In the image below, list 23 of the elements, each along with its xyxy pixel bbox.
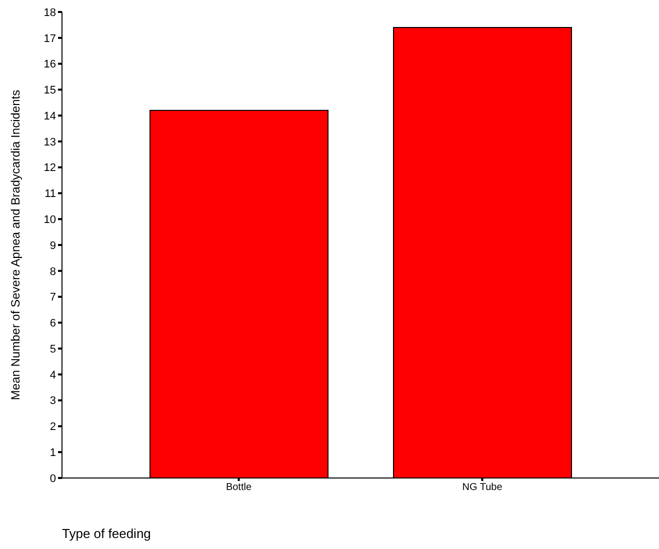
y-tick-label: 17 bbox=[44, 32, 56, 45]
y-tick-label: 2 bbox=[50, 421, 56, 434]
y-tick-label: 5 bbox=[50, 343, 56, 356]
x-tick-label: NG Tube bbox=[462, 482, 503, 494]
y-tick-label: 13 bbox=[44, 136, 56, 148]
y-tick-label: 11 bbox=[44, 188, 56, 200]
x-tick-label: Bottle bbox=[226, 482, 252, 494]
y-tick-label: 3 bbox=[50, 395, 56, 408]
y-tick-label: 0 bbox=[50, 472, 56, 485]
y-tick-label: 14 bbox=[44, 110, 56, 122]
y-tick-label: 6 bbox=[50, 318, 56, 330]
y-axis-title: Mean Number of Severe Apnea and Bradycardia Incidents bbox=[8, 90, 22, 400]
y-tick-label: 12 bbox=[44, 162, 56, 174]
y-tick-label: 9 bbox=[50, 240, 56, 252]
y-tick-label: 7 bbox=[50, 292, 56, 304]
y-tick-label: 1 bbox=[50, 447, 56, 460]
y-tick-label: 18 bbox=[44, 6, 56, 19]
y-tick-label: 15 bbox=[44, 84, 56, 97]
y-tick-label: 8 bbox=[50, 266, 56, 278]
y-tick-label: 4 bbox=[50, 369, 56, 382]
y-tick-label: 16 bbox=[44, 58, 56, 71]
x-axis-title: Type of feeding bbox=[62, 526, 151, 541]
y-tick-label: 10 bbox=[44, 214, 56, 226]
